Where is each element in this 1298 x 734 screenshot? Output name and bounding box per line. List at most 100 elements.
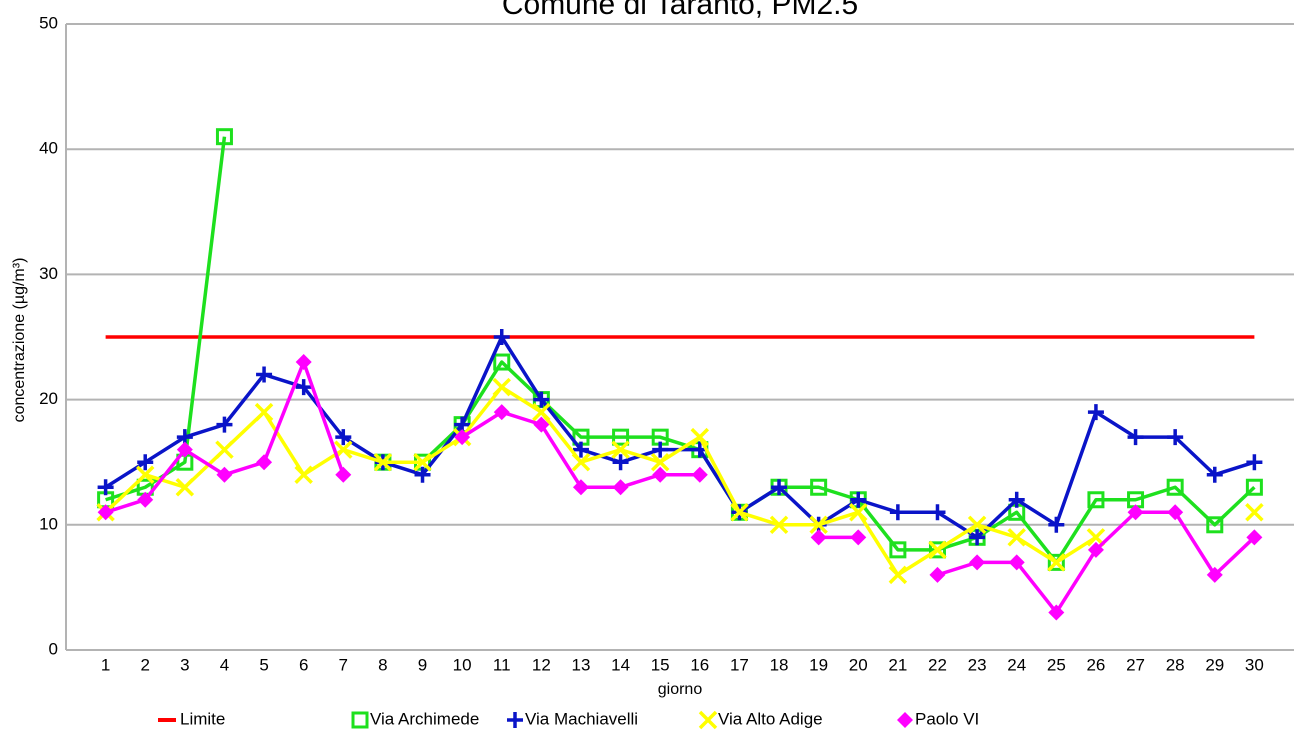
x-tick-label: 14 bbox=[611, 655, 630, 674]
legend-item: Paolo VI bbox=[897, 709, 979, 728]
x-tick-label: 4 bbox=[220, 655, 229, 674]
x-tick-label: 17 bbox=[730, 655, 749, 674]
legend-item: Via Alto Adige bbox=[698, 709, 823, 730]
marker bbox=[850, 491, 867, 508]
x-tick-label: 12 bbox=[532, 655, 551, 674]
marker bbox=[335, 466, 352, 483]
marker bbox=[691, 466, 708, 483]
x-tick-label: 16 bbox=[690, 655, 709, 674]
marker bbox=[256, 366, 273, 383]
marker bbox=[1048, 604, 1065, 621]
legend-item: Limite bbox=[158, 709, 225, 728]
x-tick-label: 22 bbox=[928, 655, 947, 674]
marker bbox=[612, 428, 630, 446]
marker bbox=[335, 429, 352, 446]
x-tick-label: 28 bbox=[1166, 655, 1185, 674]
marker bbox=[216, 416, 233, 433]
marker bbox=[215, 128, 233, 146]
legend-label: Paolo VI bbox=[915, 709, 979, 728]
marker bbox=[889, 541, 907, 559]
marker bbox=[295, 354, 312, 371]
x-tick-label: 3 bbox=[180, 655, 189, 674]
y-tick-label: 20 bbox=[39, 389, 58, 408]
marker bbox=[889, 504, 906, 521]
marker bbox=[507, 712, 523, 728]
legend-item: Via Archimede bbox=[351, 709, 479, 729]
marker bbox=[849, 503, 868, 522]
y-tick-label: 30 bbox=[39, 264, 58, 283]
marker bbox=[929, 566, 946, 583]
x-tick-label: 1 bbox=[101, 655, 110, 674]
marker bbox=[135, 465, 155, 484]
marker bbox=[295, 379, 312, 396]
legend-label: Via Machiavelli bbox=[525, 709, 638, 728]
x-tick-label: 2 bbox=[140, 655, 149, 674]
marker bbox=[928, 541, 946, 559]
x-tick-label: 19 bbox=[809, 655, 828, 674]
marker bbox=[1245, 503, 1264, 522]
marker bbox=[809, 515, 828, 535]
y-axis-title: concentrazione (µg/m³) bbox=[11, 258, 28, 423]
marker bbox=[1087, 541, 1104, 558]
marker bbox=[413, 452, 432, 472]
marker bbox=[294, 465, 313, 484]
x-tick-label: 11 bbox=[493, 655, 511, 674]
marker bbox=[493, 353, 511, 371]
marker bbox=[493, 329, 510, 345]
marker bbox=[1167, 429, 1184, 446]
marker bbox=[928, 540, 947, 560]
marker bbox=[850, 529, 867, 546]
marker bbox=[1206, 466, 1223, 483]
marker bbox=[611, 440, 630, 459]
x-tick-label: 30 bbox=[1245, 655, 1264, 674]
marker bbox=[652, 441, 669, 458]
series-line bbox=[104, 335, 1255, 540]
marker bbox=[652, 466, 669, 483]
marker bbox=[810, 529, 827, 546]
marker bbox=[612, 454, 629, 471]
marker bbox=[1007, 528, 1026, 547]
marker bbox=[414, 466, 431, 483]
marker bbox=[1008, 491, 1025, 508]
y-tick-label: 50 bbox=[39, 13, 58, 32]
marker bbox=[1246, 454, 1263, 471]
marker bbox=[1048, 516, 1065, 533]
marker bbox=[1206, 566, 1223, 583]
marker bbox=[533, 416, 550, 433]
marker bbox=[572, 441, 589, 458]
x-tick-label: 29 bbox=[1205, 655, 1224, 674]
x-tick-label: 7 bbox=[339, 655, 348, 674]
marker bbox=[769, 515, 789, 535]
marker bbox=[1127, 504, 1144, 521]
marker bbox=[571, 452, 591, 472]
marker bbox=[533, 391, 550, 408]
x-tick-label: 13 bbox=[572, 655, 591, 674]
legend-label: Via Alto Adige bbox=[718, 709, 823, 728]
marker bbox=[967, 515, 987, 535]
marker bbox=[1127, 429, 1144, 446]
marker bbox=[175, 478, 195, 497]
marker bbox=[137, 491, 154, 508]
legend-label: Via Archimede bbox=[370, 709, 479, 728]
series-line bbox=[105, 136, 1256, 565]
marker bbox=[97, 479, 114, 496]
marker bbox=[1047, 553, 1066, 572]
marker bbox=[373, 452, 393, 472]
x-tick-label: 23 bbox=[968, 655, 987, 674]
marker bbox=[137, 454, 154, 471]
marker bbox=[454, 429, 471, 446]
marker bbox=[1047, 553, 1065, 571]
marker bbox=[730, 503, 749, 522]
x-tick-label: 10 bbox=[453, 655, 472, 674]
marker bbox=[1087, 491, 1105, 509]
marker bbox=[888, 565, 908, 585]
x-tick-label: 20 bbox=[849, 655, 868, 674]
marker bbox=[1087, 404, 1104, 421]
marker bbox=[572, 479, 589, 496]
y-tick-label: 40 bbox=[39, 139, 58, 158]
marker bbox=[771, 479, 788, 496]
marker bbox=[1206, 516, 1224, 534]
marker bbox=[1166, 478, 1184, 496]
x-tick-label: 15 bbox=[651, 655, 670, 674]
